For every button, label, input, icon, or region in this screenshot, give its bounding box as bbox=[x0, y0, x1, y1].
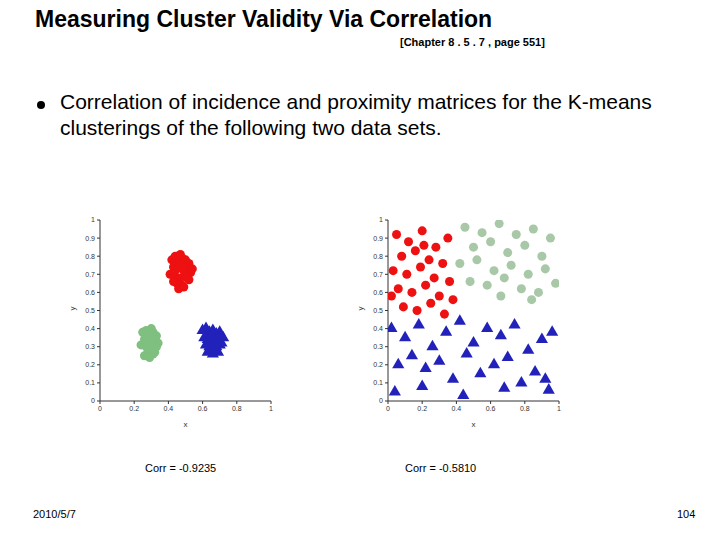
svg-text:0.6: 0.6 bbox=[198, 405, 208, 412]
svg-text:0.4: 0.4 bbox=[85, 325, 95, 332]
svg-text:1: 1 bbox=[557, 405, 561, 412]
svg-text:0.4: 0.4 bbox=[164, 405, 174, 412]
svg-text:0.5: 0.5 bbox=[85, 307, 95, 314]
svg-text:x: x bbox=[472, 420, 476, 429]
svg-text:0.6: 0.6 bbox=[373, 289, 383, 296]
svg-text:0.2: 0.2 bbox=[373, 361, 383, 368]
svg-text:0.2: 0.2 bbox=[129, 405, 139, 412]
svg-text:0.3: 0.3 bbox=[373, 343, 383, 350]
svg-text:0.1: 0.1 bbox=[373, 379, 383, 386]
html-text:104: 104 bbox=[677, 508, 696, 520]
svg-text:y: y bbox=[356, 307, 365, 311]
html-text:Correlation of incidence and p: Correlation of incidence and proximity m… bbox=[60, 90, 652, 139]
svg-text:0.3: 0.3 bbox=[85, 343, 95, 350]
html-text:[Chapter 8 . 5 . 7 , page 551]: [Chapter 8 . 5 . 7 , page 551] bbox=[400, 36, 545, 48]
svg-text:1: 1 bbox=[379, 216, 383, 223]
svg-text:0: 0 bbox=[98, 405, 102, 412]
svg-text:0.8: 0.8 bbox=[85, 253, 95, 260]
svg-text:0: 0 bbox=[386, 405, 390, 412]
svg-text:0.4: 0.4 bbox=[452, 405, 462, 412]
svg-text:0.9: 0.9 bbox=[373, 235, 383, 242]
svg-text:0.8: 0.8 bbox=[520, 405, 530, 412]
svg-text:0.5: 0.5 bbox=[373, 307, 383, 314]
svg-text:0.7: 0.7 bbox=[85, 271, 95, 278]
svg-text:0.9: 0.9 bbox=[85, 235, 95, 242]
svg-text:0: 0 bbox=[91, 397, 95, 404]
html-text:Measuring Cluster Validity Via: Measuring Cluster Validity Via Correlati… bbox=[35, 6, 493, 32]
svg-text:0.2: 0.2 bbox=[85, 361, 95, 368]
svg-text:x: x bbox=[184, 420, 188, 429]
svg-text:0.6: 0.6 bbox=[486, 405, 496, 412]
svg-text:0.1: 0.1 bbox=[85, 379, 95, 386]
html-text:2010/5/7: 2010/5/7 bbox=[33, 508, 76, 520]
svg-text:1: 1 bbox=[91, 216, 95, 223]
svg-text:0.4: 0.4 bbox=[373, 325, 383, 332]
svg-text:y: y bbox=[68, 307, 77, 311]
html-text:Corr = -0.9235: Corr = -0.9235 bbox=[145, 462, 217, 474]
svg-text:0.7: 0.7 bbox=[373, 271, 383, 278]
svg-text:0.8: 0.8 bbox=[232, 405, 242, 412]
svg-text:0: 0 bbox=[379, 397, 383, 404]
svg-text:0.2: 0.2 bbox=[417, 405, 427, 412]
svg-text:1: 1 bbox=[269, 405, 273, 412]
html-text:Corr = -0.5810: Corr = -0.5810 bbox=[405, 462, 477, 474]
svg-text:0.6: 0.6 bbox=[85, 289, 95, 296]
svg-text:0.8: 0.8 bbox=[373, 253, 383, 260]
